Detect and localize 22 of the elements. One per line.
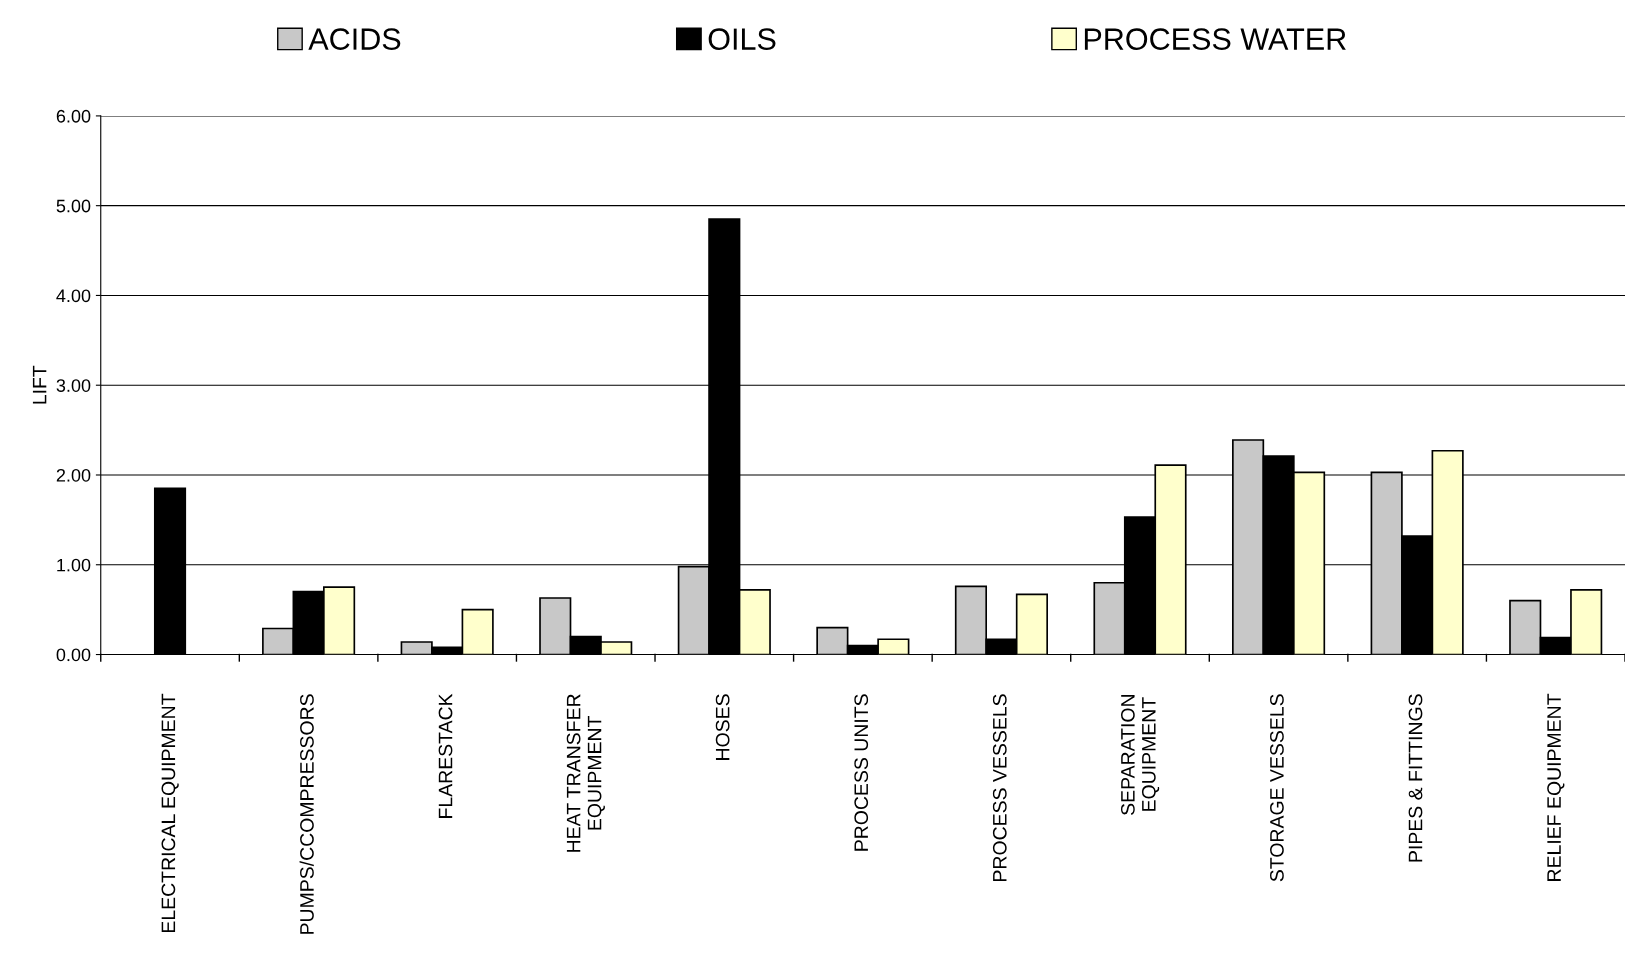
x-tick-label: PUMPS/CCOMPRESSORS [299,694,314,934]
y-tick-label: 6.00 [56,109,91,123]
x-tick-label: PROCESS VESSELS [992,694,1007,881]
y-tick-label: 2.00 [56,468,91,482]
x-tick-label: FLARESTACK [438,693,453,818]
y-axis-title: LIFT [32,365,47,404]
y-tick-label: 0.00 [56,648,91,662]
x-tick-label: PROCESS UNITS [854,694,869,851]
x-tick-label: PIPES & FITTINGS [1408,694,1423,862]
y-tick-label: 3.00 [56,379,91,392]
legend-label: PROCESS WATER [1084,28,1346,50]
legend-label: OILS [708,28,776,50]
x-tick-label: ELECTRICAL EQUIPMENT [161,693,179,933]
x-tick-label: RELIEF EQUIPMENT [1547,693,1565,881]
y-tick-label: 5.00 [56,199,91,213]
legend-label: ACIDS [308,28,401,50]
x-tick-label: HOSES [715,694,730,760]
x-tick-label: HEAT TRANSFER EQUIPMENT [566,694,605,852]
x-tick-label: SEPARATION EQUIPMENT [1120,695,1160,815]
x-tick-label: STORAGE VESSELS [1270,694,1284,882]
y-tick-label: 1.00 [57,558,91,572]
y-tick-label: 4.00 [56,289,91,303]
